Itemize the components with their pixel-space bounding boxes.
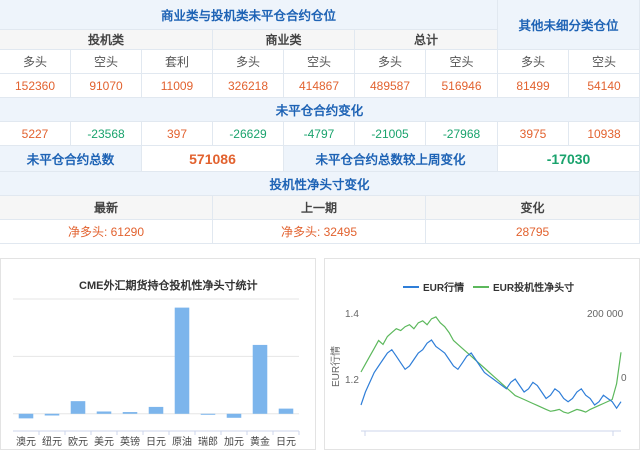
col-label: 套利	[142, 50, 213, 74]
weekly-change-value: -17030	[498, 146, 640, 172]
bar	[200, 413, 216, 415]
col-label: 空头	[426, 50, 498, 74]
x-tick-label: 欧元	[68, 436, 88, 448]
position-value: 91070	[71, 74, 142, 98]
position-value: 326218	[213, 74, 284, 98]
group-total: 总计	[355, 30, 498, 50]
bar-chart: 澳元 纽元 欧元 美元 英镑 日元 原油 瑞郎 加元 黄金 日元	[13, 298, 300, 448]
net-latest-value: 净多头: 61290	[0, 220, 213, 244]
change-value: 397	[142, 122, 213, 146]
position-value: 516946	[426, 74, 498, 98]
net-previous-value: 净多头: 32495	[213, 220, 426, 244]
bar	[96, 411, 112, 414]
net-col-change: 变化	[426, 196, 640, 220]
weekly-change-label: 未平仓合约总数较上周变化	[284, 146, 498, 172]
col-label: 空头	[569, 50, 640, 74]
header-main: 商业类与投机类未平仓合约仓位	[0, 0, 498, 30]
x-tick-label: 英镑	[120, 435, 140, 448]
x-tick-label: 黄金	[250, 435, 270, 448]
group-speculative: 投机类	[0, 30, 213, 50]
change-value: 3975	[498, 122, 569, 146]
y-right-tick: 200 000	[587, 309, 624, 320]
bar	[122, 412, 138, 414]
bar	[44, 413, 60, 416]
net-change-value: 28795	[426, 220, 640, 244]
change-value: 10938	[569, 122, 640, 146]
bar	[174, 307, 190, 414]
bar	[278, 408, 294, 414]
position-value: 81499	[498, 74, 569, 98]
bar	[70, 401, 86, 414]
change-value: -4797	[284, 122, 355, 146]
series-line-net-position	[360, 316, 622, 414]
col-label: 多头	[213, 50, 284, 74]
change-value: -27968	[426, 122, 498, 146]
change-header: 未平仓合约变化	[0, 98, 640, 122]
bar	[226, 413, 242, 418]
net-col-latest: 最新	[0, 196, 213, 220]
total-value: 571086	[142, 146, 284, 172]
x-tick-label: 纽元	[42, 435, 62, 448]
legend-label-eur: EUR行情	[423, 281, 464, 294]
bar	[148, 406, 164, 414]
position-value: 54140	[569, 74, 640, 98]
bar-chart-title: CME外汇期货持仓投机性净头寸统计	[79, 280, 258, 292]
position-value: 489587	[355, 74, 426, 98]
position-value: 414867	[284, 74, 355, 98]
x-tick-label: 日元	[146, 437, 166, 448]
bar	[18, 413, 34, 419]
x-tick-label: 日元	[276, 437, 296, 448]
y-left-tick: 1.4	[345, 309, 359, 320]
col-label: 多头	[0, 50, 71, 74]
line-chart: EUR行情 EUR投机性净头寸 1.4 1.2 200 000 0 EUR行情	[329, 281, 627, 436]
change-value: -21005	[355, 122, 426, 146]
line-chart-panel: EUR行情 EUR投机性净头寸 1.4 1.2 200 000 0 EUR行情	[324, 258, 640, 450]
series-line-eur	[360, 339, 622, 410]
header-other: 其他未细分类仓位	[498, 0, 640, 50]
change-value: 5227	[0, 122, 71, 146]
net-col-previous: 上一期	[213, 196, 426, 220]
net-position-header: 投机性净头寸变化	[0, 172, 640, 196]
col-label: 空头	[284, 50, 355, 74]
x-tick-label: 澳元	[16, 435, 36, 448]
change-value: -26629	[213, 122, 284, 146]
total-label: 未平仓合约总数	[0, 146, 142, 172]
x-tick-label: 美元	[94, 435, 114, 448]
group-commercial: 商业类	[213, 30, 355, 50]
col-label: 多头	[355, 50, 426, 74]
y-left-tick: 1.2	[345, 375, 359, 386]
y-right-tick: 0	[621, 373, 627, 384]
col-label: 多头	[498, 50, 569, 74]
position-value: 11009	[142, 74, 213, 98]
legend-label-net: EUR投机性净头寸	[493, 281, 574, 294]
change-value: -23568	[71, 122, 142, 146]
x-tick-label: 原油	[172, 435, 192, 448]
position-value: 152360	[0, 74, 71, 98]
bar	[252, 344, 268, 414]
bar-chart-panel: CME外汇期货持仓投机性净头寸统计 澳元 纽元 欧元 美元 英镑 日元 原油 瑞郎 加元 黄金 日元	[0, 258, 316, 450]
col-label: 空头	[71, 50, 142, 74]
x-tick-label: 瑞郎	[198, 435, 218, 448]
y-left-axis-label: EUR行情	[329, 346, 342, 387]
x-tick-label: 加元	[224, 436, 244, 448]
